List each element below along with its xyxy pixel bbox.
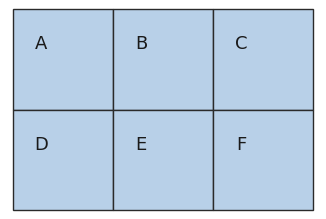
Text: C: C	[235, 35, 247, 53]
Bar	[13, 110, 113, 210]
Text: B: B	[135, 35, 147, 53]
Text: D: D	[34, 136, 48, 154]
Bar	[113, 110, 213, 210]
Text: F: F	[236, 136, 246, 154]
Bar	[213, 110, 313, 210]
Bar	[213, 9, 313, 110]
Bar	[13, 9, 113, 110]
Text: A: A	[35, 35, 47, 53]
Bar	[113, 9, 213, 110]
Text: E: E	[135, 136, 147, 154]
